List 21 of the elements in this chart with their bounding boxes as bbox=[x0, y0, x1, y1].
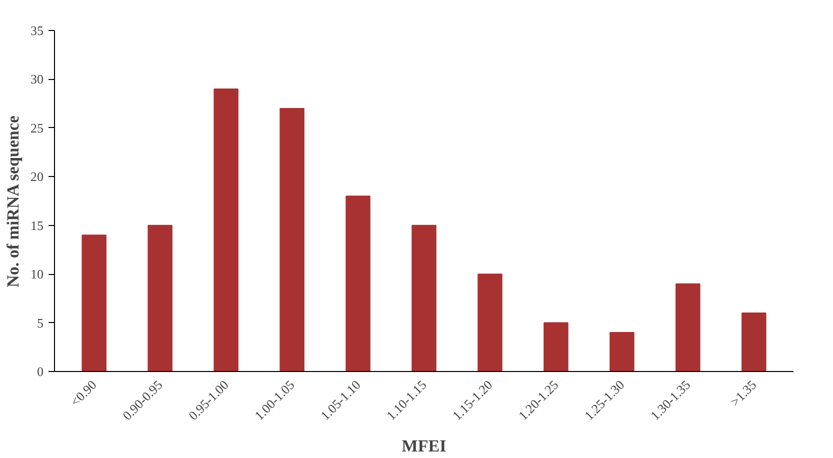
y-tick-label: 20 bbox=[30, 169, 44, 184]
y-axis-title: No. of miRNA sequence bbox=[4, 115, 22, 288]
y-tick-label: 35 bbox=[30, 23, 44, 38]
y-tick-label: 10 bbox=[30, 266, 44, 282]
bar bbox=[544, 322, 568, 372]
bar bbox=[148, 224, 172, 372]
bar bbox=[742, 312, 766, 372]
y-tick-label: 0 bbox=[37, 364, 44, 379]
bar bbox=[280, 108, 304, 372]
bar bbox=[214, 88, 238, 372]
y-tick-label: 30 bbox=[30, 72, 44, 87]
x-axis-title: MFEI bbox=[402, 436, 447, 456]
bar bbox=[346, 196, 370, 372]
bar bbox=[478, 274, 502, 372]
bar bbox=[676, 283, 700, 372]
bar bbox=[610, 332, 634, 372]
y-tick-label: 15 bbox=[30, 218, 44, 233]
bar bbox=[412, 224, 436, 372]
bar bbox=[82, 234, 106, 372]
y-tick-label: 5 bbox=[37, 315, 44, 330]
y-tick-label: 25 bbox=[30, 120, 44, 136]
